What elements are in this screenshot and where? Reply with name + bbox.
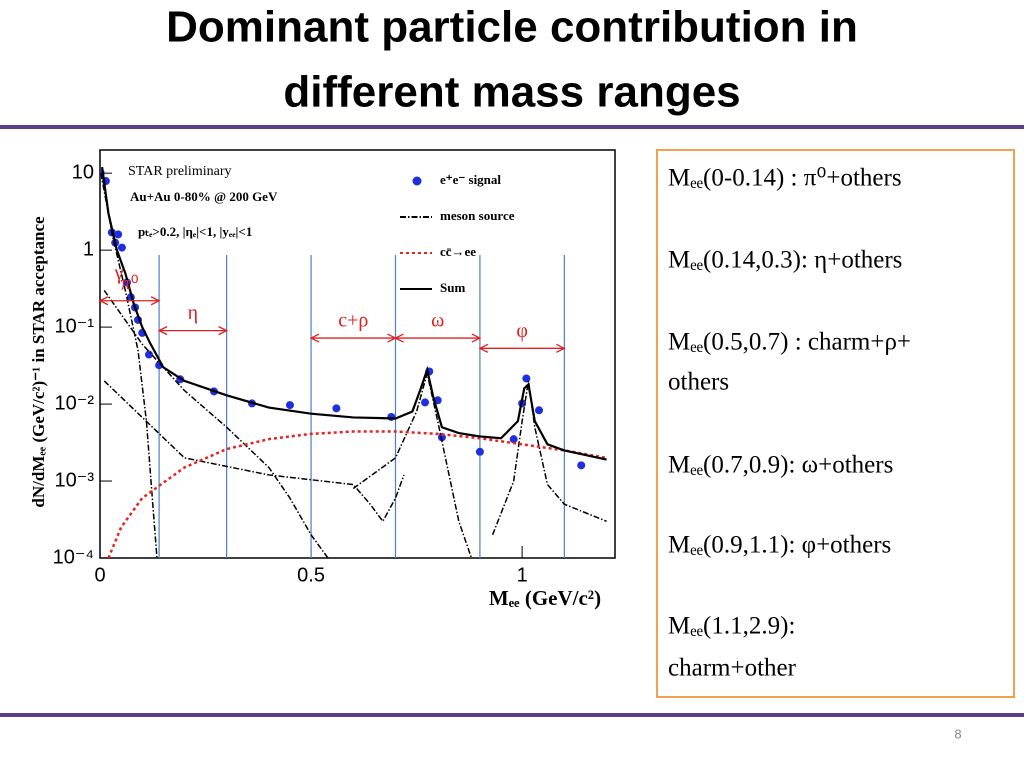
- data-point: [421, 398, 430, 407]
- annotation: ω: [431, 310, 444, 332]
- line-series: [491, 380, 607, 536]
- page-number: 8: [954, 726, 961, 741]
- arrow-head: [157, 326, 229, 336]
- note-text: Mₑₑ(0.14,0.3): η+others: [668, 247, 902, 274]
- notes-box: [656, 149, 1015, 698]
- legend-label: cc̄→ee: [440, 244, 476, 259]
- y-tick-label: 10: [72, 161, 94, 183]
- divider: [0, 713, 1024, 717]
- legend-label: Sum: [440, 280, 465, 295]
- data-point: [387, 412, 396, 421]
- data-point: [475, 447, 484, 456]
- arrow-head: [478, 343, 566, 353]
- data-point: [535, 406, 544, 415]
- annotation: π⁰: [120, 272, 138, 294]
- data-point: [114, 230, 123, 239]
- x-axis-label: Mₑₑ (GeV/c²): [489, 586, 601, 610]
- line-series: [352, 373, 473, 558]
- plot-area: [100, 166, 607, 558]
- data-point: [522, 374, 531, 383]
- data-point: [144, 350, 153, 359]
- legend-label: e⁺e⁻ signal: [440, 172, 501, 187]
- divider: [0, 125, 1024, 129]
- title-line: different mass ranges: [283, 68, 740, 117]
- annotation: η: [188, 302, 198, 324]
- y-tick-label: 10⁻¹: [55, 315, 95, 337]
- data-point: [285, 401, 294, 410]
- title-line: Dominant particle contribution in: [166, 3, 858, 52]
- chart-text: pₜₑ>0.2, |ηₑ|<1, |yₑₑ|<1: [138, 224, 252, 239]
- note-text: others: [668, 369, 729, 396]
- x-tick-label: 0: [94, 564, 105, 586]
- note-text: Mₑₑ(1.1,2.9):: [668, 613, 795, 640]
- line-series: [101, 166, 607, 461]
- x-tick-label: 1: [517, 564, 528, 586]
- note-text: Mₑₑ(0-0.14) : π⁰+others: [668, 165, 902, 192]
- annotation: φ: [516, 320, 528, 342]
- legend-marker: [412, 176, 422, 186]
- line-series: [107, 430, 607, 558]
- legend-label: meson source: [440, 208, 515, 223]
- arrow-head: [394, 333, 482, 343]
- y-tick-label: 10⁻²: [55, 392, 95, 414]
- note-text: Mₑₑ(0.9,1.1): φ+others: [668, 532, 891, 559]
- chart-text: Au+Au 0-80% @ 200 GeV: [130, 189, 278, 204]
- plot-frame: [99, 149, 616, 559]
- annotation: c+ρ: [338, 310, 368, 332]
- data-point: [332, 404, 341, 413]
- data-point: [117, 243, 126, 252]
- y-axis-label: dN/dMₑₑ (GeV/c²)⁻¹ in STAR acceptance: [29, 216, 48, 508]
- line-series: [103, 289, 329, 558]
- data-point: [577, 461, 586, 470]
- line-series: [100, 173, 158, 558]
- arrow-head: [98, 296, 161, 306]
- x-tick-label: 0.5: [297, 564, 325, 586]
- note-text: Mₑₑ(0.7,0.9): ω+others: [668, 452, 893, 479]
- y-tick-label: 10⁻³: [55, 469, 95, 491]
- chart-text: STAR preliminary: [128, 164, 231, 179]
- note-text: Mₑₑ(0.5,0.7) : charm+ρ+: [668, 329, 911, 356]
- note-text: charm+other: [668, 655, 797, 682]
- y-tick-label: 10⁻⁴: [53, 546, 94, 568]
- data-point: [509, 435, 518, 444]
- annotation: γ: [114, 262, 124, 284]
- y-tick-label: 1: [83, 238, 94, 260]
